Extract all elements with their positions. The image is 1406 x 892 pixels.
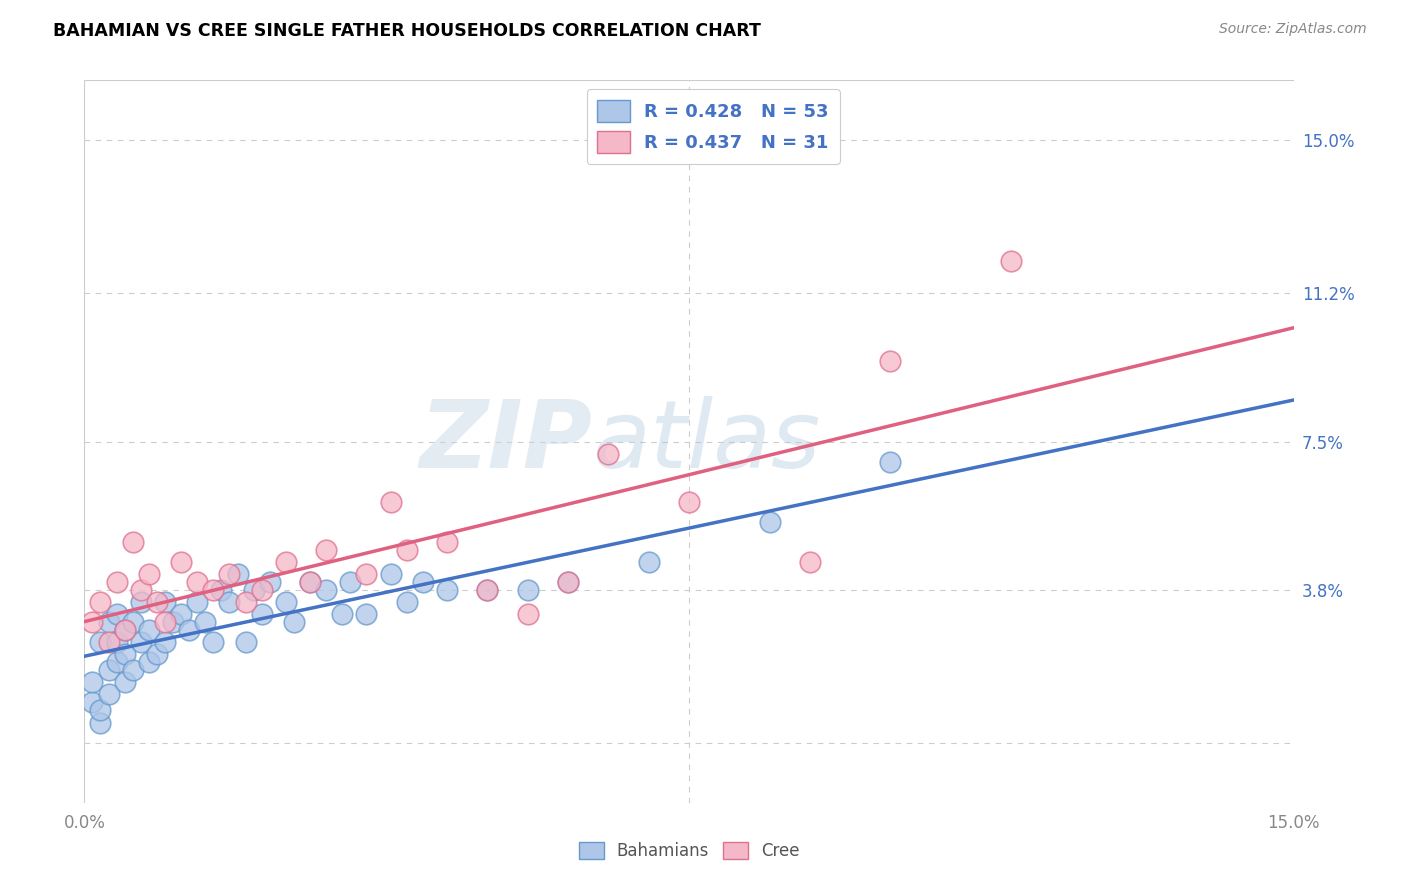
Text: ZIP: ZIP [419,395,592,488]
Point [97,687,120,701]
Point [186,574,208,589]
Point [114,623,136,637]
Point [395,595,418,609]
Point [315,583,337,598]
Point [121,615,143,630]
Point [879,354,901,368]
Text: Source: ZipAtlas.com: Source: ZipAtlas.com [1219,22,1367,37]
Point [121,664,143,678]
Point [557,574,579,589]
Point [758,515,780,529]
Point [330,607,353,622]
Point [129,635,152,649]
Point [516,607,538,622]
Point [250,583,273,598]
Point [89,595,111,609]
Point [146,648,169,662]
Point [114,623,136,637]
Point [315,542,337,557]
Point [138,567,160,582]
Point [380,567,402,582]
Point [242,583,264,598]
Point [153,595,176,609]
Point [105,635,128,649]
Point [412,574,434,589]
Point [218,595,240,609]
Point [799,555,821,569]
Point [235,635,257,649]
Point [879,454,901,469]
Point [97,615,120,630]
Point [170,555,193,569]
Point [436,583,458,598]
Point [121,534,143,549]
Point [259,574,281,589]
Point [516,583,538,598]
Point [637,555,659,569]
Point [82,696,104,710]
Point [202,635,225,649]
Point [218,567,240,582]
Point [82,615,104,630]
Point [138,623,160,637]
Point [129,583,152,598]
Point [380,494,402,508]
Point [153,635,176,649]
Point [179,623,201,637]
Point [105,574,128,589]
Text: atlas: atlas [592,396,821,487]
Point [209,583,232,598]
Point [194,615,217,630]
Point [89,715,111,730]
Point [129,595,152,609]
Point [477,583,499,598]
Point [250,607,273,622]
Point [89,635,111,649]
Point [235,595,257,609]
Point [274,555,297,569]
Legend: Bahamians, Cree: Bahamians, Cree [572,835,806,867]
Point [356,567,378,582]
Point [153,615,176,630]
Point [299,574,322,589]
Point [89,703,111,717]
Point [138,655,160,669]
Point [678,494,700,508]
Point [105,655,128,669]
Point [97,664,120,678]
Point [339,574,361,589]
Point [274,595,297,609]
Point [477,583,499,598]
Point [299,574,322,589]
Point [146,595,169,609]
Point [436,534,458,549]
Point [283,615,305,630]
Point [598,446,620,460]
Text: BAHAMIAN VS CREE SINGLE FATHER HOUSEHOLDS CORRELATION CHART: BAHAMIAN VS CREE SINGLE FATHER HOUSEHOLD… [53,22,761,40]
Point [82,675,104,690]
Point [162,615,184,630]
Point [97,635,120,649]
Point [186,595,208,609]
Point [557,574,579,589]
Point [105,607,128,622]
Point [170,607,193,622]
Point [1000,253,1022,268]
Point [226,567,249,582]
Point [356,607,378,622]
Point [114,648,136,662]
Point [202,583,225,598]
Point [114,675,136,690]
Point [395,542,418,557]
